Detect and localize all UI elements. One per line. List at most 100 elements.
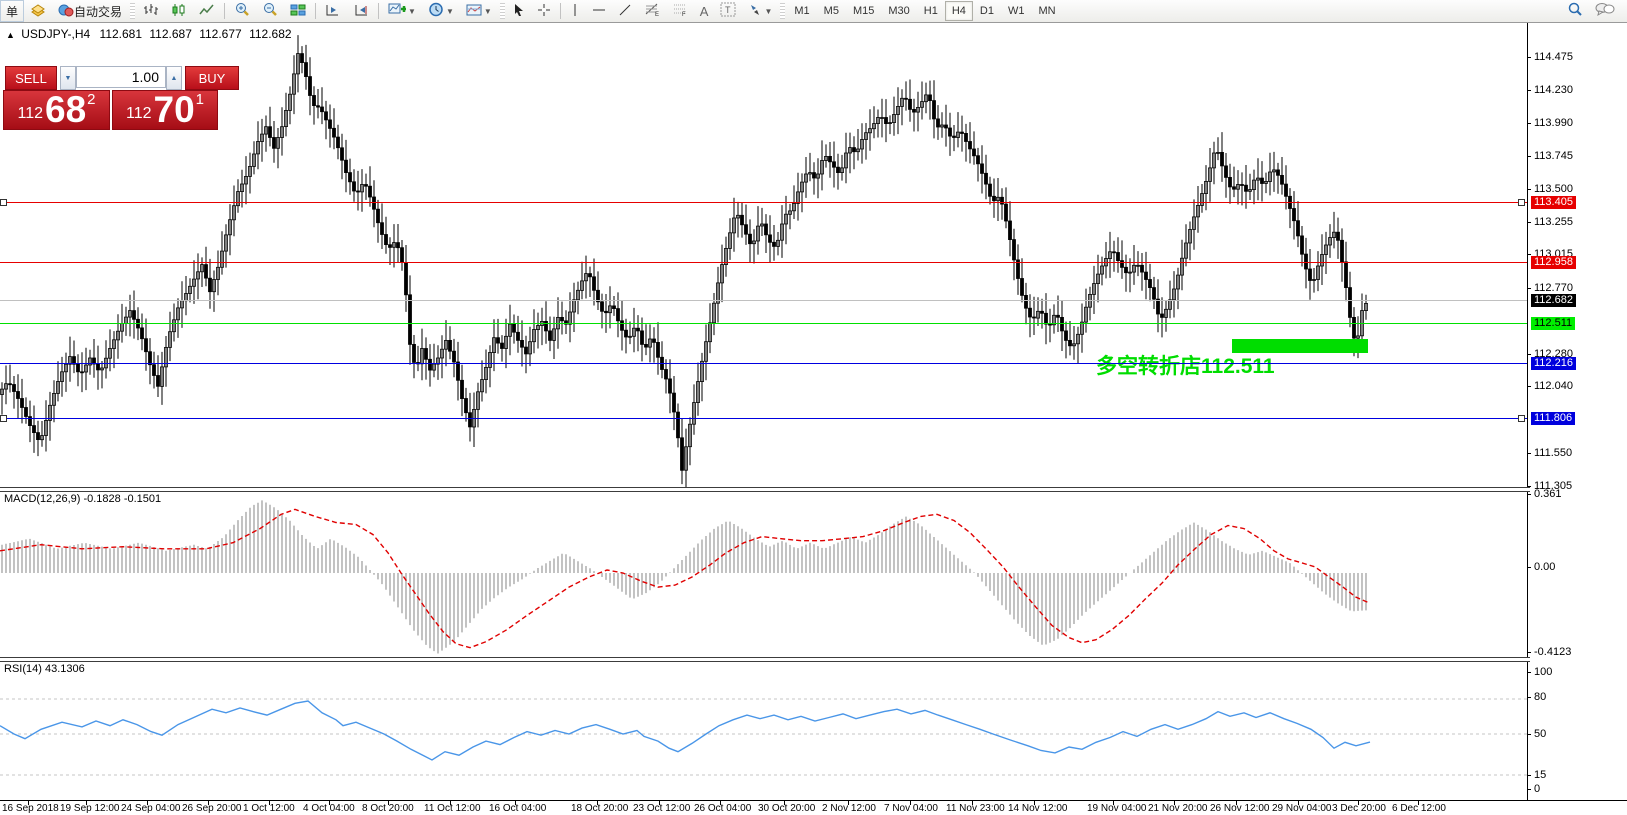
periods-button[interactable]: ▼ <box>422 0 460 22</box>
timeframe-button-h1[interactable]: H1 <box>923 5 938 17</box>
tile-windows-button[interactable] <box>284 0 312 22</box>
sell-price-button[interactable]: 112 68 2 <box>3 90 110 130</box>
rsi-tick-mark <box>1527 734 1531 735</box>
search-button[interactable] <box>1561 0 1589 22</box>
auto-scroll-button[interactable] <box>319 0 347 22</box>
date-tick-label: 3 Dec 20:00 <box>1332 803 1386 814</box>
timeframe-button-m1[interactable]: M1 <box>794 5 810 17</box>
price-tick-label: 113.255 <box>1534 216 1573 228</box>
annotation-text[interactable]: 多空转折店112.511 <box>1096 355 1275 378</box>
zoom-out-button[interactable] <box>256 0 284 22</box>
chat-button[interactable] <box>1589 0 1621 22</box>
fibonacci-tool[interactable]: E <box>638 0 666 22</box>
trendline-tool[interactable] <box>612 0 638 22</box>
new-order-button[interactable]: 单 <box>0 0 25 22</box>
chart-shift-icon <box>353 3 369 20</box>
zoom-in-button[interactable] <box>228 0 256 22</box>
price-line-112-216[interactable] <box>0 363 1527 364</box>
volume-decrease-button[interactable]: ▼ <box>60 66 76 90</box>
toolbar-drag-handle[interactable] <box>130 3 136 19</box>
terminal-button[interactable] <box>24 0 52 22</box>
price-tick-label: 112.040 <box>1534 380 1573 392</box>
line-handle[interactable] <box>1518 415 1525 422</box>
timeframe-button-d1[interactable]: D1 <box>979 5 994 17</box>
macd-tick-mark <box>1527 494 1531 495</box>
volume-input[interactable] <box>76 66 166 88</box>
date-tick-mark <box>1113 801 1114 805</box>
bar-chart-button[interactable] <box>137 0 165 22</box>
line-handle[interactable] <box>0 199 7 206</box>
annotation-rectangle[interactable] <box>1232 339 1368 353</box>
date-tick-label: 23 Oct 12:00 <box>633 803 691 814</box>
quote-high: 112.687 <box>149 27 192 41</box>
date-tick-label: 19 Sep 12:00 <box>60 803 120 814</box>
templates-button[interactable]: ▼ <box>460 0 498 22</box>
periods-clock-icon <box>428 2 444 20</box>
vertical-line-tool[interactable] <box>564 0 586 22</box>
arrows-dropdown-arrow[interactable]: ▼ <box>764 6 773 16</box>
line-handle[interactable] <box>0 415 7 422</box>
symbol-collapse-icon[interactable]: ▲ <box>6 30 15 40</box>
indicators-button[interactable]: ▼ <box>382 0 422 22</box>
toolbar-drag-handle[interactable] <box>499 3 505 19</box>
crosshair-button[interactable] <box>531 0 557 22</box>
volume-increase-button[interactable]: ▲ <box>166 66 182 90</box>
price-tick-mark <box>1527 57 1531 58</box>
text-tool-icon: A <box>699 3 709 19</box>
grid-icon: F <box>672 2 688 20</box>
price-line-label: 113.405 <box>1531 196 1576 209</box>
candlestick-chart-icon <box>171 3 187 20</box>
price-tick-label: 113.745 <box>1534 150 1573 162</box>
price-line-112-511[interactable] <box>0 323 1527 324</box>
text-label-tool[interactable]: T <box>714 0 742 22</box>
candlestick-chart-button[interactable] <box>165 0 193 22</box>
timeframe-button-w1[interactable]: W1 <box>1007 5 1025 17</box>
timeframe-button-mn[interactable]: MN <box>1038 5 1056 17</box>
sell-button[interactable]: SELL <box>5 66 57 90</box>
pane-separator-rsi[interactable] <box>0 657 1530 662</box>
line-handle[interactable] <box>1518 199 1525 206</box>
indicators-icon <box>388 2 408 20</box>
arrows-tool[interactable]: ▼ <box>742 0 778 22</box>
timeframe-button-m30[interactable]: M30 <box>888 5 910 17</box>
tile-windows-icon <box>290 3 306 20</box>
price-line-113-405[interactable] <box>0 202 1527 203</box>
macd-tick-label: 0.361 <box>1534 488 1562 500</box>
toolbar-drag-handle[interactable] <box>780 3 786 19</box>
date-tick-mark <box>1298 801 1299 805</box>
chart-shift-button[interactable] <box>347 0 375 22</box>
main-toolbar: 单 自动交易 <box>0 0 1627 23</box>
indicators-dropdown-arrow[interactable]: ▼ <box>408 6 416 16</box>
text-label-icon: T <box>720 2 736 20</box>
buy-button[interactable]: BUY <box>185 66 239 90</box>
date-tick-mark <box>1236 801 1237 805</box>
date-tick-label: 8 Oct 20:00 <box>362 803 414 814</box>
line-chart-button[interactable] <box>193 0 221 22</box>
timeframe-button-h4[interactable]: H4 <box>944 1 973 21</box>
buy-big-figure: 112 <box>125 105 152 122</box>
price-line-112-958[interactable] <box>0 262 1527 263</box>
buy-button-label: BUY <box>198 70 226 86</box>
templates-dropdown-arrow[interactable]: ▼ <box>483 6 492 16</box>
grid-tool[interactable]: F <box>666 0 694 22</box>
pane-separator-macd[interactable] <box>0 487 1530 492</box>
date-axis[interactable]: 16 Sep 2018 19 Sep 12:00 24 Sep 04:00 26 Se… <box>0 800 1627 815</box>
timeframe-button-m5[interactable]: M5 <box>823 5 839 17</box>
price-line-label: 112.958 <box>1531 256 1576 269</box>
cursor-button[interactable] <box>507 0 531 22</box>
periods-dropdown-arrow[interactable]: ▼ <box>445 6 454 16</box>
buy-price-button[interactable]: 112 70 1 <box>112 90 218 130</box>
price-line-111-806[interactable] <box>0 418 1527 419</box>
date-tick-label: 6 Dec 12:00 <box>1392 803 1446 814</box>
autotrading-button[interactable]: 自动交易 <box>52 0 128 22</box>
price-line-label: 111.806 <box>1531 412 1576 425</box>
horizontal-line-tool[interactable] <box>586 0 612 22</box>
timeframe-button-m15[interactable]: M15 <box>852 5 875 17</box>
date-tick-mark <box>720 801 721 805</box>
auto-scroll-icon <box>325 3 341 20</box>
chart-area[interactable]: ▲ USDJPY-,H4 112.681 112.687 112.677 112… <box>0 23 1627 815</box>
price-tick-label: 114.230 <box>1534 84 1573 96</box>
text-tool[interactable]: A <box>694 0 715 22</box>
date-tick-label: 14 Nov 12:00 <box>1008 803 1068 814</box>
